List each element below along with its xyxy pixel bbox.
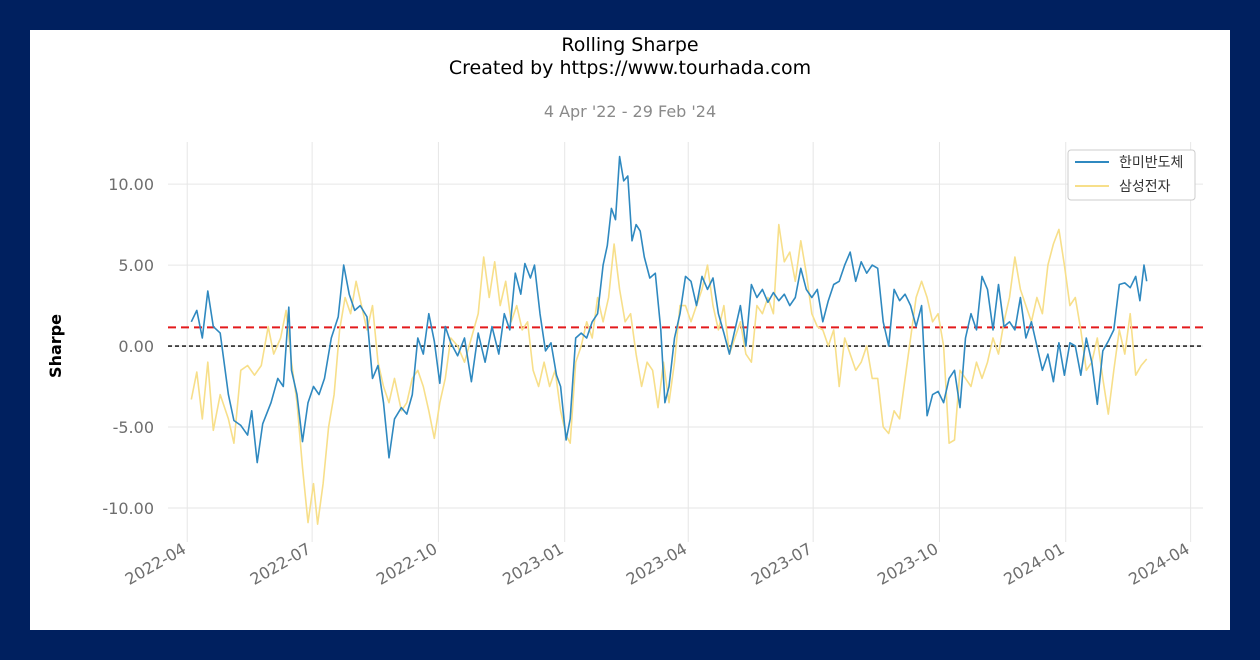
x-tick-label: 2023-01 bbox=[499, 539, 566, 589]
y-tick-label: -5.00 bbox=[113, 418, 154, 437]
x-tick-label: 2022-07 bbox=[247, 539, 314, 589]
y-tick-label: 0.00 bbox=[118, 337, 154, 356]
x-tick-label: 2024-01 bbox=[1000, 539, 1067, 589]
x-tick-label: 2022-04 bbox=[122, 539, 189, 589]
y-tick-label: -10.00 bbox=[102, 499, 154, 518]
legend-label-series-1: 한미반도체 bbox=[1119, 155, 1183, 171]
x-axis-ticks: 2022-04 2022-07 2022-10 2023-01 2023-04 2023-… bbox=[122, 539, 1193, 589]
series-lines bbox=[190, 155, 1148, 526]
x-tick-label: 2022-10 bbox=[373, 539, 440, 589]
y-axis-ticks: 10.00 5.00 0.00 -5.00 -10.00 bbox=[102, 175, 154, 518]
chart-subtitle: 4 Apr '22 - 29 Feb '24 bbox=[544, 102, 716, 121]
rolling-sharpe-chart: Rolling Sharpe Created by https://www.to… bbox=[46, 34, 1203, 589]
y-tick-label: 10.00 bbox=[108, 175, 154, 194]
legend-label-series-2: 삼성전자 bbox=[1119, 179, 1171, 195]
grid-lines bbox=[168, 142, 1203, 542]
series-line-samsung bbox=[190, 223, 1148, 526]
chart-title-credit: Created by https://www.tourhada.com bbox=[449, 57, 811, 79]
chart-title: Rolling Sharpe bbox=[561, 34, 698, 56]
x-tick-label: 2024-04 bbox=[1125, 539, 1192, 589]
chart-panel: Rolling Sharpe Created by https://www.to… bbox=[30, 30, 1230, 630]
y-axis-label: Sharpe bbox=[46, 314, 65, 378]
y-tick-label: 5.00 bbox=[118, 256, 154, 275]
x-tick-label: 2023-07 bbox=[748, 539, 815, 589]
series-line-hanmi bbox=[190, 155, 1148, 464]
legend: 한미반도체 삼성전자 bbox=[1067, 149, 1196, 201]
x-tick-label: 2023-04 bbox=[623, 539, 690, 589]
reference-lines bbox=[168, 326, 1203, 347]
x-tick-label: 2023-10 bbox=[874, 539, 941, 589]
